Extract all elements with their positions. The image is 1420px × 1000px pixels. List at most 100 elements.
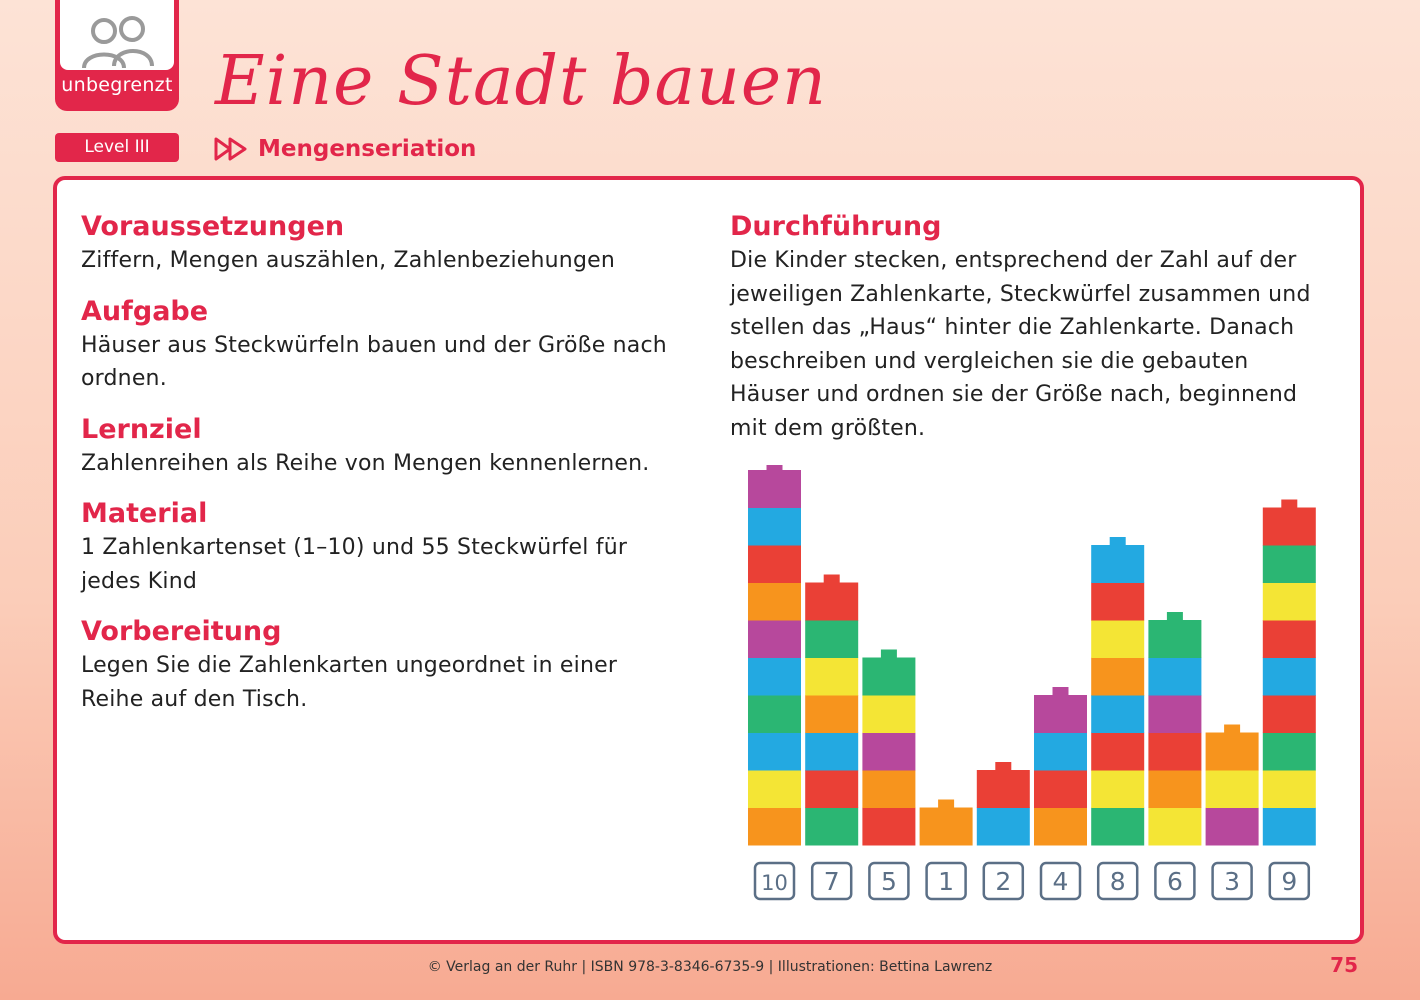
cube — [1205, 732, 1259, 771]
cube — [1262, 732, 1316, 771]
number-card-label: 2 — [995, 867, 1011, 896]
badge-icon-area — [60, 0, 174, 70]
cube — [1091, 807, 1145, 846]
cube — [1262, 545, 1316, 583]
cube — [748, 470, 801, 508]
section-heading: Vorbereitung — [81, 616, 282, 647]
number-card-label: 5 — [881, 867, 897, 896]
cube-knob — [880, 649, 897, 658]
section-text: Legen Sie die Zahlenkarten ungeordnet in… — [81, 653, 618, 712]
cube — [1205, 807, 1259, 846]
page-number: 75 — [1330, 953, 1358, 977]
cube — [1148, 657, 1202, 696]
number-card — [1154, 861, 1196, 901]
cube — [1205, 770, 1259, 808]
cube — [1034, 770, 1087, 808]
cube — [976, 770, 1030, 808]
cube — [1262, 582, 1316, 621]
badge-label: unbegrenzt — [61, 74, 173, 96]
cube-knob — [938, 799, 955, 808]
cube — [1148, 695, 1202, 733]
number-card-label: 3 — [1224, 867, 1240, 896]
cube — [1091, 732, 1145, 771]
cube-knob — [1166, 612, 1183, 620]
right-column: Durchführung Die Kinder stecken, entspre… — [730, 210, 1330, 462]
cube — [748, 770, 801, 808]
section-heading: Voraussetzungen — [81, 211, 345, 242]
cube — [1148, 770, 1202, 808]
number-card-label: 10 — [761, 871, 788, 895]
cube — [919, 807, 973, 846]
number-card — [810, 861, 853, 901]
number-card — [1039, 861, 1082, 901]
cube — [1034, 695, 1087, 733]
section-heading: Aufgabe — [81, 295, 209, 327]
category-badge: unbegrenzt — [55, 0, 179, 111]
cube — [805, 732, 859, 771]
cube — [862, 807, 916, 846]
section-vorbereitung: Vorbereitung Legen Sie die Zahlenkarten … — [81, 615, 681, 716]
cube — [1148, 732, 1202, 771]
number-card — [753, 861, 796, 901]
number-card-label: 7 — [824, 867, 840, 896]
section-durchfuehrung: Durchführung Die Kinder stecken, entspre… — [730, 210, 1330, 445]
cube — [805, 770, 859, 808]
section-text: Häuser aus Steckwürfeln bauen und der Gr… — [81, 332, 667, 392]
section-text: Zahlenreihen als Reihe von Mengen kennen… — [81, 450, 650, 476]
cube-tower — [862, 649, 916, 846]
cube — [1091, 657, 1145, 696]
number-card — [1268, 861, 1311, 901]
page-title: Eine Stadt bauen — [215, 42, 827, 121]
fast-forward-icon — [214, 137, 247, 161]
cube — [1091, 545, 1145, 583]
cube — [748, 620, 801, 658]
topic-label: Mengenseriation — [258, 136, 477, 162]
left-column: Voraussetzungen Ziffern, Mengen auszähle… — [81, 210, 681, 733]
cube — [1091, 770, 1145, 808]
section-text: Die Kinder stecken, entsprechend der Zah… — [730, 248, 1311, 441]
section-heading: Lernziel — [81, 413, 202, 445]
section-heading: Material — [81, 498, 208, 529]
section-text: Ziffern, Mengen auszählen, Zahlenbeziehu… — [81, 248, 615, 273]
section-voraussetzungen: Voraussetzungen Ziffern, Mengen auszähle… — [81, 210, 681, 278]
cube-towers-illustration: 10 7 5 1 2 4 8 6 3 9 — [748, 465, 1316, 901]
cube-tower — [919, 799, 973, 846]
cube-knob — [995, 762, 1012, 770]
cube-tower — [976, 762, 1030, 846]
cube — [1091, 582, 1145, 621]
cube — [1262, 807, 1316, 846]
number-card-label: 6 — [1167, 867, 1183, 896]
cube — [1262, 620, 1316, 658]
cube — [805, 620, 859, 658]
number-card — [868, 861, 910, 901]
footer-credits: © Verlag an der Ruhr | ISBN 978-3-8346-6… — [427, 959, 993, 975]
cube-knob — [766, 465, 783, 470]
number-card — [982, 861, 1025, 901]
cube — [748, 657, 801, 696]
section-material: Material 1 Zahlenkartenset (1–10) und 55… — [81, 497, 681, 598]
cube — [1148, 620, 1202, 658]
cube — [805, 807, 859, 846]
cube — [748, 507, 801, 546]
cube — [805, 657, 859, 696]
cube — [748, 695, 801, 733]
cube — [1262, 507, 1316, 546]
cube — [748, 582, 801, 621]
cube — [976, 807, 1030, 846]
cube-knob — [1109, 537, 1126, 545]
number-card — [1211, 861, 1253, 901]
cube — [1034, 732, 1087, 771]
people-icon — [82, 16, 154, 68]
cube — [748, 732, 801, 771]
section-aufgabe: Aufgabe Häuser aus Steckwürfeln bauen un… — [81, 295, 681, 396]
cube — [862, 732, 916, 771]
number-card-label: 1 — [938, 867, 954, 896]
section-heading: Durchführung — [730, 211, 942, 242]
cube — [862, 770, 916, 808]
cube-tower — [1034, 687, 1087, 846]
cube — [862, 657, 916, 696]
cube — [805, 695, 859, 733]
cube — [1091, 695, 1145, 733]
cube — [1262, 770, 1316, 808]
cube — [1262, 657, 1316, 696]
